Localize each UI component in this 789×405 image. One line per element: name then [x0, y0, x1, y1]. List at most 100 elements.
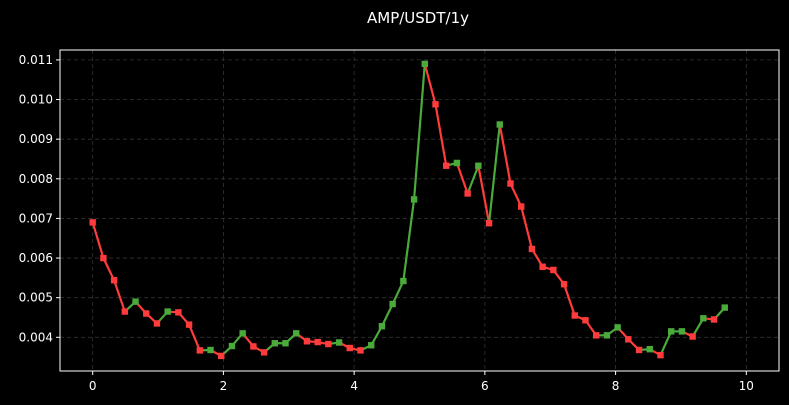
- x-tick-label: 8: [612, 379, 620, 393]
- data-point: [464, 190, 471, 197]
- data-point: [678, 328, 686, 335]
- data-point: [100, 254, 107, 262]
- data-point: [614, 324, 621, 331]
- y-tick-label: 0.011: [19, 53, 53, 67]
- data-point: [582, 317, 589, 324]
- data-point: [228, 342, 236, 350]
- data-point: [592, 332, 600, 339]
- data-point: [153, 320, 161, 327]
- data-point: [410, 196, 418, 203]
- y-tick-label: 0.010: [19, 93, 53, 107]
- data-point: [357, 347, 364, 354]
- chart-title: AMP/USDT/1y: [367, 9, 469, 27]
- data-point: [271, 340, 279, 347]
- x-tick-label: 10: [739, 379, 754, 393]
- data-point: [175, 309, 182, 316]
- line-segment: [520, 205, 534, 251]
- data-point: [89, 219, 96, 226]
- data-point: [293, 330, 300, 337]
- line-segment: [102, 256, 116, 282]
- data-point: [303, 338, 311, 345]
- x-tick-label: 2: [220, 379, 228, 393]
- x-tick-label: 4: [350, 379, 358, 393]
- line-segment: [434, 103, 448, 167]
- grid: [60, 50, 779, 371]
- data-point: [164, 308, 171, 315]
- data-point: [507, 180, 514, 187]
- data-point: [325, 340, 332, 348]
- line-segment: [412, 62, 426, 201]
- y-tick-label: 0.009: [19, 132, 53, 146]
- y-tick-label: 0.007: [19, 211, 53, 225]
- line-segment: [487, 123, 501, 225]
- data-point: [518, 203, 525, 210]
- data-point: [496, 121, 503, 128]
- price-markers: [89, 60, 728, 360]
- data-point: [196, 347, 204, 354]
- data-point: [721, 304, 728, 311]
- data-point: [260, 349, 268, 356]
- data-point: [132, 298, 139, 305]
- data-point: [453, 159, 461, 167]
- data-point: [378, 323, 386, 330]
- data-point: [603, 332, 611, 339]
- data-point: [625, 336, 632, 343]
- data-point: [282, 340, 289, 347]
- y-tick-label: 0.004: [19, 330, 53, 344]
- data-point: [646, 346, 653, 353]
- line-segment: [455, 161, 469, 195]
- data-point: [368, 342, 375, 349]
- data-point: [207, 346, 214, 354]
- data-point: [400, 277, 407, 285]
- data-point: [528, 245, 536, 253]
- data-point: [121, 308, 129, 315]
- line-segment: [391, 279, 405, 306]
- data-point: [443, 162, 450, 169]
- data-point: [485, 219, 493, 227]
- data-point: [539, 263, 546, 270]
- line-segment: [113, 279, 126, 313]
- data-point: [389, 300, 396, 308]
- line-segment: [91, 221, 105, 260]
- line-segment: [423, 62, 437, 106]
- y-tick-label: 0.006: [19, 251, 53, 265]
- data-point: [475, 162, 482, 169]
- data-point: [250, 343, 257, 350]
- data-point: [571, 312, 578, 319]
- data-point: [239, 330, 246, 337]
- data-point: [689, 333, 696, 340]
- data-point: [550, 266, 557, 274]
- data-point: [560, 281, 568, 288]
- data-point: [185, 321, 193, 328]
- y-tick-label: 0.008: [19, 172, 53, 186]
- line-segment: [477, 164, 491, 225]
- x-tick-label: 6: [481, 379, 489, 393]
- x-axis: 0 2 4 6 8 10: [89, 371, 754, 393]
- y-tick-label: 0.005: [19, 291, 53, 305]
- line-segment: [659, 330, 673, 357]
- x-tick-label: 0: [89, 379, 97, 393]
- data-point: [218, 352, 225, 360]
- line-segment: [466, 164, 480, 195]
- data-point: [667, 328, 675, 335]
- y-axis: 0.004 0.005 0.006 0.007 0.008 0.009 0.010 0.011: [19, 53, 60, 344]
- plot-frame: [59, 49, 780, 372]
- line-segment: [402, 198, 416, 283]
- line-segment: [562, 283, 576, 317]
- data-point: [657, 351, 664, 359]
- data-point: [710, 316, 718, 323]
- line-segment: [187, 323, 201, 352]
- data-point: [346, 344, 353, 352]
- data-point: [700, 315, 707, 322]
- data-point: [143, 310, 150, 317]
- line-segment: [509, 182, 523, 208]
- data-point: [635, 346, 643, 354]
- line-segment: [498, 123, 512, 185]
- data-point: [314, 338, 321, 346]
- line-segment: [380, 302, 394, 328]
- data-point: [432, 101, 439, 108]
- data-point: [110, 277, 118, 284]
- data-point: [335, 339, 343, 346]
